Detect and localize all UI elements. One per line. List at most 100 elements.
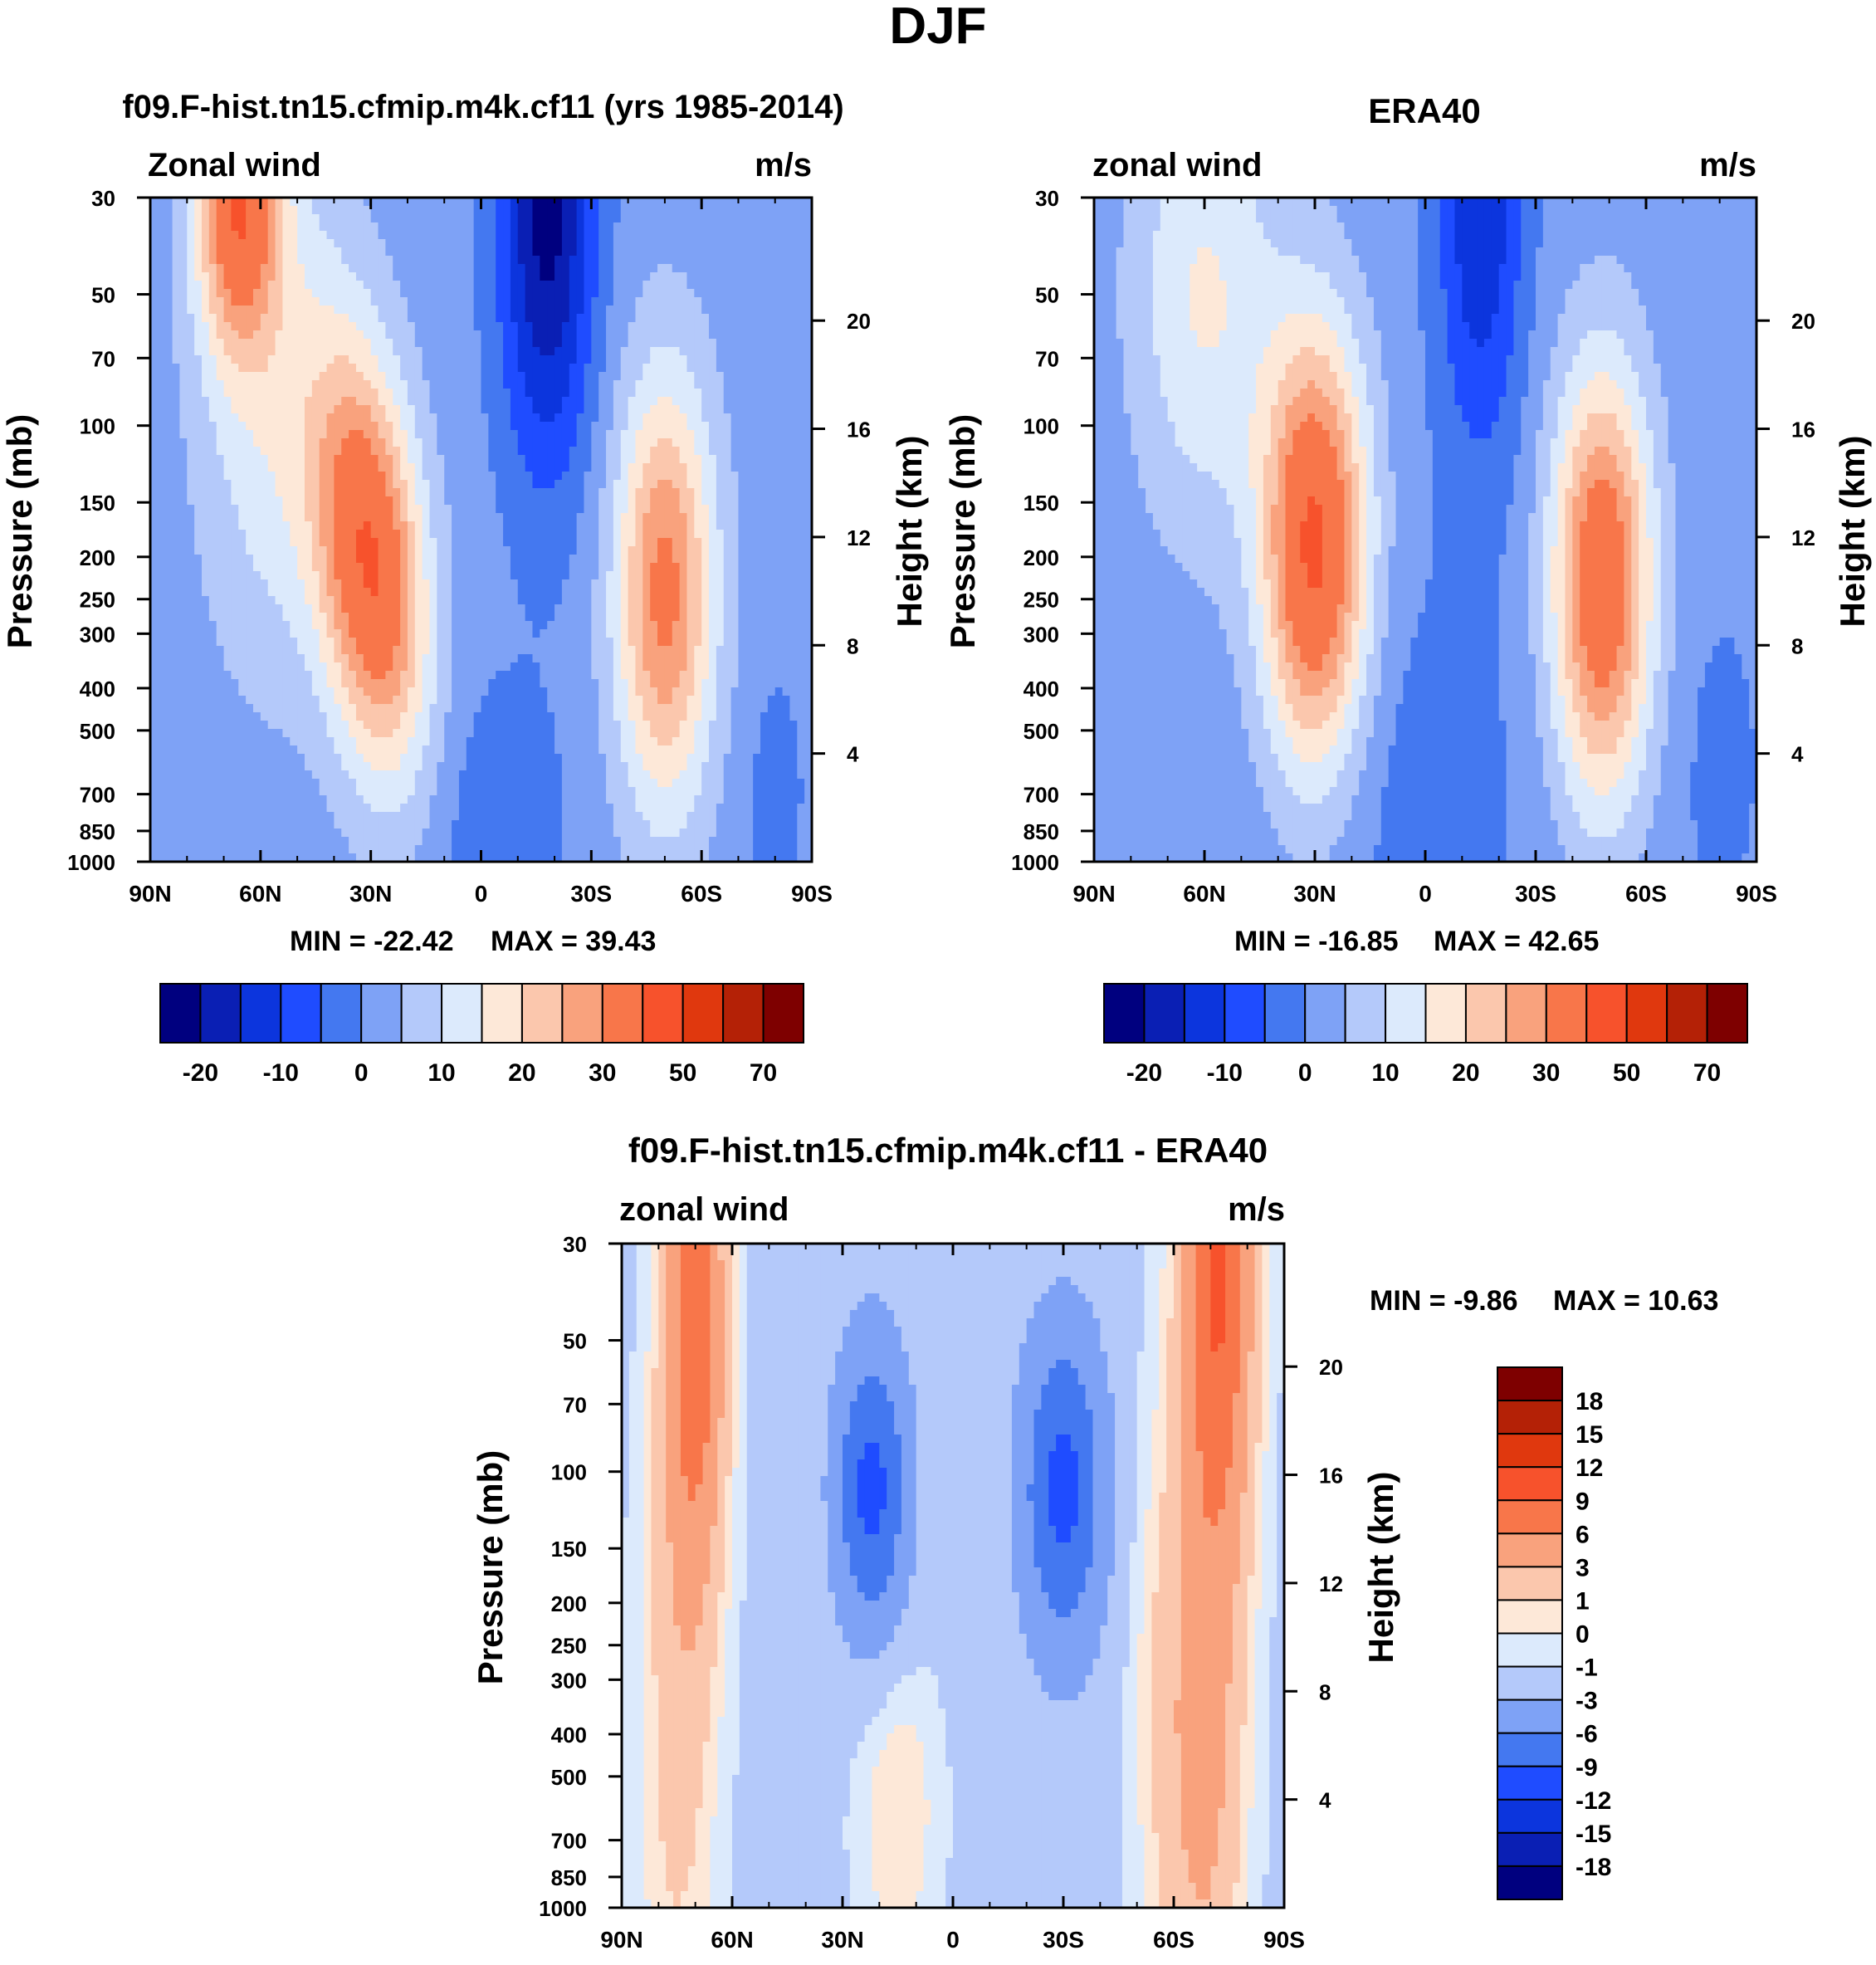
contour-cell xyxy=(378,380,386,389)
contour-cell xyxy=(304,521,313,530)
contour-cell xyxy=(540,297,548,306)
contour-cell xyxy=(642,463,651,472)
contour-cell xyxy=(774,247,784,257)
contour-cell xyxy=(532,571,540,580)
contour-cell xyxy=(414,422,423,431)
contour-cell xyxy=(223,463,232,472)
contour-cell xyxy=(437,198,445,207)
contour-cell xyxy=(694,604,702,613)
contour-cell xyxy=(642,322,651,331)
contour-cell xyxy=(252,380,261,389)
contour-cell xyxy=(789,222,798,232)
contour-cell xyxy=(252,289,261,298)
contour-cell xyxy=(672,463,681,472)
contour-cell xyxy=(503,638,511,647)
contour-cell xyxy=(672,447,681,456)
contour-cell xyxy=(576,372,585,381)
contour-cell xyxy=(716,629,725,638)
contour-cell xyxy=(650,306,658,315)
contour-cell xyxy=(400,563,408,572)
contour-cell xyxy=(341,231,349,240)
contour-cell xyxy=(774,629,784,638)
contour-cell xyxy=(473,297,482,306)
contour-cell xyxy=(223,538,232,547)
contour-cell xyxy=(319,654,328,663)
contour-cell xyxy=(334,247,342,257)
contour-cell xyxy=(172,646,181,655)
contour-cell xyxy=(554,496,563,506)
contour-cell xyxy=(650,629,658,638)
contour-cell xyxy=(753,405,761,414)
contour-cell xyxy=(216,297,225,306)
contour-cell xyxy=(355,430,364,439)
contour-cell xyxy=(760,613,769,622)
contour-cell xyxy=(194,530,203,539)
contour-cell xyxy=(789,472,798,481)
contour-cell xyxy=(437,339,445,348)
contour-cell xyxy=(606,571,614,580)
contour-cell xyxy=(532,505,540,514)
contour-cell xyxy=(304,347,313,356)
contour-cell xyxy=(664,380,673,389)
contour-cell xyxy=(466,405,475,414)
contour-cell xyxy=(767,239,776,248)
contour-cell xyxy=(393,455,401,464)
contour-cell xyxy=(488,538,496,547)
contour-cell xyxy=(738,422,746,431)
contour-cell xyxy=(370,472,379,481)
contour-cell xyxy=(179,256,188,265)
contour-cell xyxy=(650,256,658,265)
contour-cell xyxy=(341,413,349,423)
contour-cell xyxy=(238,380,247,389)
contour-cell xyxy=(378,505,386,514)
contour-cell xyxy=(437,306,445,315)
contour-cell xyxy=(561,322,570,331)
contour-cell xyxy=(252,297,261,306)
contour-cell xyxy=(686,588,695,597)
contour-cell xyxy=(385,372,393,381)
contour-cell xyxy=(525,239,534,248)
contour-cell xyxy=(260,405,269,414)
contour-cell xyxy=(326,521,335,530)
contour-cell xyxy=(466,463,475,472)
contour-cell xyxy=(642,621,651,630)
contour-cell xyxy=(201,347,210,356)
contour-cell xyxy=(444,621,452,630)
contour-cell xyxy=(540,604,548,613)
contour-cell xyxy=(774,314,784,323)
contour-cell xyxy=(525,397,534,406)
contour-cell xyxy=(642,521,651,530)
contour-cell xyxy=(179,264,188,273)
contour-cell xyxy=(385,405,393,414)
contour-cell xyxy=(297,206,305,215)
contour-cell xyxy=(326,463,335,472)
contour-cell xyxy=(437,505,445,514)
contour-cell xyxy=(370,530,379,539)
contour-cell xyxy=(238,629,247,638)
contour-cell xyxy=(231,546,239,555)
contour-cell xyxy=(290,430,298,439)
contour-cell xyxy=(657,256,666,265)
contour-cell xyxy=(238,571,247,580)
contour-cell xyxy=(481,621,489,630)
contour-cell xyxy=(238,546,247,555)
contour-cell xyxy=(576,505,585,514)
contour-cell xyxy=(789,256,798,265)
contour-cell xyxy=(540,281,548,290)
contour-cell xyxy=(238,463,247,472)
contour-cell xyxy=(554,629,563,638)
contour-cell xyxy=(554,272,563,281)
contour-cell xyxy=(642,546,651,555)
contour-cell xyxy=(349,355,357,364)
contour-cell xyxy=(231,339,239,348)
contour-cell xyxy=(208,413,217,423)
contour-cell xyxy=(547,355,555,364)
contour-cell xyxy=(385,247,393,257)
contour-cell xyxy=(246,613,254,622)
contour-cell xyxy=(576,638,585,647)
contour-cell xyxy=(745,555,754,564)
contour-cell xyxy=(554,413,563,423)
contour-cell xyxy=(458,422,467,431)
contour-cell xyxy=(628,463,637,472)
contour-cell xyxy=(496,413,504,423)
